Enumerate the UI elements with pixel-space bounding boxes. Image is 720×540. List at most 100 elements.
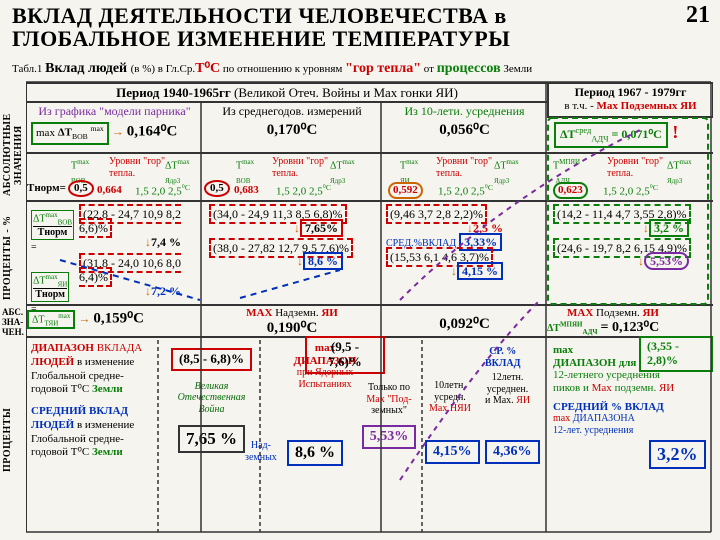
main-grid: Период 1940-1965гг (Великой Отеч. Войны … [26,82,713,532]
ur1: Уровни "гор"тепла. [109,156,165,179]
tvov2: ТmaxВОВ [236,158,254,185]
pct-c3: (9,46 3,7 2,8 2,2)% ↓2,5 % СРЕД.%ВКЛАД 3… [382,206,547,281]
bl1: ДИАПАЗОН ВКЛАДА [31,342,153,356]
a2l4g: МАХ Подземн. ЯИ [567,305,659,319]
cap-mid2: по отношению к уровням [220,63,345,75]
abs2-c3: 0,092⁰С [382,316,547,333]
dtj1: ΔТmaxЯдр3 [165,158,190,185]
seq4: 1,5 2,0 2,5⁰С [603,184,658,198]
cap-proc: процессов [437,61,501,76]
bl2: ЛЮДЕЙ в изменение [31,356,153,370]
dt4sub: АДЧ [591,134,608,143]
cap-gor: "гор тепла" [345,61,421,76]
row1-col4: ΔТсредАДЧ = 0,071⁰С ! [550,120,710,150]
bc4l1: 10летн.усредн. Max НЯИ [429,380,471,415]
bc4l2: СР. %ВКЛАД [485,346,520,369]
p2: Период 1967 - 1979гг [575,85,687,99]
a2dt4: ΔТМПЯИАДЧ [547,323,598,334]
dt-vov-box: max ΔТВОВ max [31,122,109,145]
bc4l2e: и Max. ЯИ [485,395,530,407]
ur3: Уровни "гор"тепла. [436,156,492,179]
tmpyai: ТМПЯИ АДЧ [553,158,580,185]
bl7: Глобальной средне- [31,433,153,447]
dt4sup: сред [576,126,592,135]
c1r2b: ↓7,2 % [79,285,201,299]
a2l2b: Надземн. [272,307,318,319]
bc3bl2: Max "Под- [357,394,421,406]
dt4v: = 0,071⁰С [609,127,662,141]
val-c2: 0,170⁰С [267,122,318,138]
bot-c4: 10летн.усредн. Max НЯИ СР. %ВКЛАД 12летн… [425,340,547,530]
col1-sub: Из графика "модели парника" [27,102,202,120]
title-line-1: ВКЛАД ДЕЯТЕЛЬНОСТИ ЧЕЛОВЕЧЕСТВА в [12,4,510,27]
abs2-c4: МАХ Подземн. ЯИ ΔТМПЯИАДЧ = 0,123⁰С [547,306,713,336]
c3r2b: ↓4,15 % [386,265,543,279]
bc4b2: 4,36% [485,440,540,464]
bc5l2d: 12-лет. усреднения [553,425,709,437]
dt-adch-box: ΔТсредАДЧ = 0,071⁰С [554,122,668,148]
bc3b2: 8,6 % [287,440,343,466]
period1-header: Период 1940-1965гг (Великой Отеч. Войны … [27,82,547,102]
p2b: в т.ч. - [564,100,593,112]
row-tnorm: ТmaxВОВ Уровни "гор"тепла. ΔТmaxЯдр3 Тно… [27,152,713,202]
col2-sub: Из среднегодов. измерений [202,102,382,120]
dt1: ΔТ [58,127,72,139]
row1-col1: max ΔТВОВ max → 0,164⁰С [27,120,202,150]
title-line-2: ГЛОБАЛЬНОЕ ИЗМЕНЕНИЕ ТЕМПЕРАТУРЫ [12,27,510,50]
c2r2: (38,0 - 27,82 12,7 9,5 7,6)% [209,242,373,256]
bc5l2b: max ДИАПАЗОНА [553,413,709,425]
abs2v1: 0,159⁰С [93,310,144,326]
bot-c5: (3,55 - 2,8)% max ДИАПАЗОН для 12-летнег… [549,340,713,530]
bl3: Глобальной средне- [31,370,153,384]
v3: 0,592 [388,182,423,199]
bot-c2: (8,5 - 6,8)% Великая Отечественная Война… [159,340,264,530]
tn1: Тнорм= [27,182,66,195]
cap-mid: (в %) в Гл.Ср. [131,63,196,75]
bc3n: Над-земных [245,440,277,463]
bl5: СРЕДНИЙ ВКЛАД [31,405,153,419]
cap-pre: Табл.1 [12,63,45,75]
a2l2c: ЯИ [319,307,338,319]
bl6: ЛЮДЕЙ в изменение [31,419,153,433]
excl-icon: ! [668,122,679,142]
bc5b2: 3,2% [649,440,706,469]
ur2: Уровни "гор"тепла. [272,156,328,179]
cap-end: Земли [501,63,532,75]
dv1: ВОВ [72,132,88,141]
pct-c4: (14,2 - 11,4 4,7 3,55 2,8)% ↓3,2 % (24,6… [549,206,713,271]
val-c1: 0,164⁰С [127,124,178,140]
row1-col3: 0,056⁰С [382,120,547,150]
arrow-icon: → [112,125,127,139]
p1: Период 1940-1965гг [116,85,234,100]
c1r2: (31,8 - 24,0 10,6 8,0 6,4)% [79,257,201,285]
seq3: 1,5 2,0 2,5⁰С [438,184,493,198]
bc2b1: (8,5 - 6,8)% [163,348,260,371]
side-label-pct2: ПРОЦЕНТЫ [2,360,22,520]
wov: Великая Отечественная Война [163,381,260,416]
dtm: max [36,127,55,139]
p2c: Max Подземных [594,100,680,112]
seq2: 1,5 2,0 2,5⁰С [276,184,331,198]
pct-c2: (34,0 - 24,9 11,3 8,5 6,8)% ↓7,65% (38,0… [205,206,377,271]
bc4b1: 4,15% [425,440,480,464]
page-number: 21 [686,2,710,29]
c2r1: (34,0 - 24,9 11,3 8,5 6,8)% [209,208,373,222]
pct-lhs: ΔТmaxВОВ Тнорм = ΔТmaxЯИ Тнорм = [27,202,75,302]
bc5t2: пиков и Max подземн. ЯИ [553,382,674,394]
v4: 0,623 [553,182,588,199]
dm1: max [91,124,104,133]
pct-c1: (22,8 - 24,7 10,9 8,2 6,6)% ↓7,4 % (31,8… [75,206,205,301]
dtj4: ΔТmaxЯдр3 [667,158,692,185]
dtj2: ΔТmaxЯдр3 [330,158,355,185]
ov1: 0,5 [68,180,94,197]
abs2-box: ΔТТЯИmax [27,310,75,329]
period2-header: Период 1967 - 1979гг в т.ч. - Max Подзем… [547,82,713,118]
table-caption: Табл.1 Вклад людей (в %) в Гл.Ср.Т⁰С по … [12,60,532,77]
page-title: ВКЛАД ДЕЯТЕЛЬНОСТИ ЧЕЛОВЕЧЕСТВА в ГЛОБАЛ… [12,4,510,50]
v1: 0,664 [97,184,122,197]
ur4: Уровни "гор"тепла. [607,156,663,179]
abs2v2: 0,190⁰С [267,320,318,336]
row1-col2: 0,170⁰С [202,120,382,150]
bc3bb: 5,53% [357,425,421,449]
abs2v3: 0,092⁰С [439,316,490,332]
